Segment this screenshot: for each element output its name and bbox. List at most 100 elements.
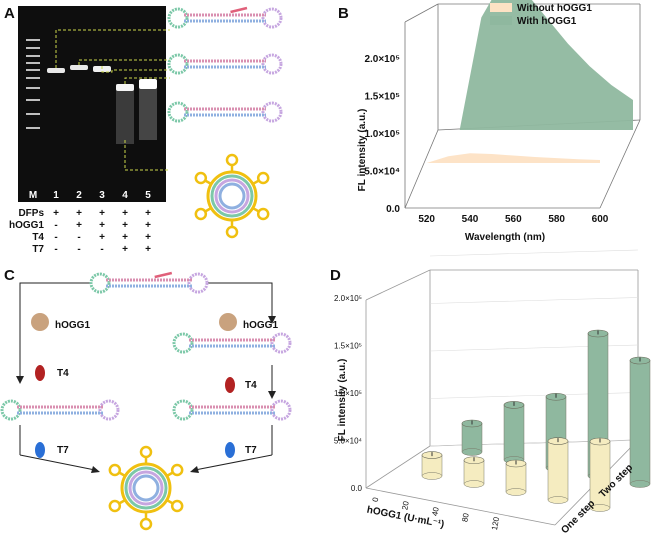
panel-d-bar-base-one-step bbox=[421, 472, 443, 480]
panel-d-bar-base-two-step bbox=[461, 448, 483, 456]
hairpin-loop bbox=[98, 399, 120, 421]
t4-enzyme-icon bbox=[35, 365, 45, 381]
sign-cell: + bbox=[145, 208, 151, 219]
band-lane-2 bbox=[70, 65, 88, 70]
panel-b-ytick: 0.0 bbox=[386, 204, 400, 215]
panel-b-xtick: 560 bbox=[505, 214, 522, 225]
panel-d-ticks: 0.0 5.0×10⁴ 1.0×10⁵ 1.5×10⁵ 2.0×10⁵ 0 20 40 80 12… bbox=[334, 294, 501, 531]
panel-a-letter: A bbox=[4, 5, 15, 22]
t4-enzyme-icon bbox=[225, 377, 235, 393]
smear-lane-4 bbox=[116, 84, 134, 144]
series-label-one-step: One step bbox=[559, 498, 597, 536]
hairpin-loop bbox=[167, 53, 189, 75]
panel-b-xtick: 520 bbox=[418, 214, 435, 225]
hogg1-enzyme-icon bbox=[31, 313, 49, 331]
panel-b-xtick: 580 bbox=[548, 214, 565, 225]
hairpin-loop bbox=[167, 7, 189, 29]
panel-a-sign-table: DFPs hOGG1 T4 T7 + + + + +- + + + +- - + + +- - - + + bbox=[9, 208, 151, 255]
t7-enzyme-icon bbox=[225, 442, 235, 458]
hairpin-loop bbox=[270, 332, 292, 354]
panel-d-ytick: 2.0×10⁵ bbox=[334, 294, 362, 303]
circular-product-ring bbox=[210, 174, 254, 218]
hairpin-loop bbox=[0, 399, 22, 421]
sign-cell: + bbox=[122, 232, 128, 243]
hairpin-loop bbox=[261, 53, 283, 75]
sign-cell: - bbox=[77, 244, 80, 255]
row-label-t7: T7 bbox=[32, 244, 44, 255]
panel-b-letter: B bbox=[338, 5, 349, 22]
band-lane-5 bbox=[139, 79, 157, 89]
panel-c-hairpins bbox=[0, 271, 292, 531]
panel-d-ytick: 1.0×10⁵ bbox=[334, 389, 362, 398]
panel-b-xlabel: Wavelength (nm) bbox=[465, 232, 545, 243]
circular-product-ring bbox=[214, 178, 250, 214]
lane-label-5: 5 bbox=[145, 190, 151, 201]
product-petal bbox=[108, 499, 122, 513]
panel-d-ytick: 5.0×10⁴ bbox=[334, 437, 363, 446]
panel-b-xtick: 600 bbox=[592, 214, 609, 225]
sign-cell: + bbox=[99, 232, 105, 243]
lane-label-2: 2 bbox=[76, 190, 82, 201]
sign-cell: + bbox=[76, 220, 82, 231]
panel-d-bar-two-step bbox=[629, 360, 651, 485]
product-petal bbox=[256, 171, 270, 185]
legend-label-without: Without hOGG1 bbox=[517, 3, 592, 14]
legend-swatch-with bbox=[490, 16, 512, 25]
sign-cell: - bbox=[77, 232, 80, 243]
panel-c-scheme: hOGG1 hOGG1 T4 T4 T7 T7 bbox=[16, 282, 278, 473]
sign-cell: + bbox=[145, 232, 151, 243]
hogg1-enzyme-icon bbox=[219, 313, 237, 331]
hairpin-loop bbox=[172, 399, 194, 421]
panel-a-gel: M 1 2 3 4 5 bbox=[18, 6, 166, 202]
label-hogg1-right: hOGG1 bbox=[243, 320, 278, 331]
sign-cell: - bbox=[54, 244, 57, 255]
product-petal bbox=[225, 153, 239, 167]
product-petal bbox=[194, 207, 208, 221]
label-t4-left: T4 bbox=[57, 368, 69, 379]
panel-b-ytick: 2.0×10⁵ bbox=[364, 54, 400, 65]
product-petal bbox=[170, 499, 184, 513]
panel-d-xtick: 80 bbox=[460, 512, 471, 523]
circular-product-ring bbox=[218, 182, 246, 210]
panel-d-bar-two-step bbox=[461, 423, 483, 453]
sign-cell: - bbox=[54, 220, 57, 231]
panel-a-hairpins bbox=[167, 6, 283, 239]
hairpin-loop bbox=[167, 101, 189, 123]
legend-swatch-without bbox=[490, 3, 512, 12]
label-t4-right: T4 bbox=[245, 380, 257, 391]
lane-label-m: M bbox=[29, 190, 37, 201]
hairpin-overhang bbox=[154, 271, 173, 279]
panel-d-xtick: 40 bbox=[430, 506, 441, 517]
sign-cell: + bbox=[122, 208, 128, 219]
panel-d-xtick: 120 bbox=[490, 516, 501, 531]
t7-enzyme-icon bbox=[35, 442, 45, 458]
sign-cell: + bbox=[145, 220, 151, 231]
circular-product-ring bbox=[124, 466, 168, 510]
hairpin-overhang bbox=[230, 6, 248, 14]
sign-cell: + bbox=[99, 220, 105, 231]
hairpin-loop bbox=[261, 7, 283, 29]
product-petal bbox=[139, 517, 153, 531]
panel-b-series bbox=[426, 0, 633, 163]
panel-d-gridline bbox=[429, 297, 639, 304]
panel-d-bar-base-two-step bbox=[629, 480, 651, 488]
sign-cell: + bbox=[76, 208, 82, 219]
label-t7-left: T7 bbox=[57, 445, 69, 456]
lane-label-4: 4 bbox=[122, 190, 128, 201]
hairpin-loop bbox=[187, 272, 209, 294]
panel-d-xtick: 0 bbox=[371, 496, 381, 502]
panel-d-bar-one-step bbox=[505, 463, 527, 493]
panel-b-ytick: 1.5×10⁵ bbox=[364, 92, 400, 103]
legend-label-with: With hOGG1 bbox=[517, 16, 577, 27]
product-petal bbox=[108, 463, 122, 477]
panel-b-chart: 520 540 560 580 600 0.0 5.0×10⁴ 1.0×10⁵ 1.5×10⁵ 2… bbox=[357, 0, 641, 243]
sign-cell: - bbox=[54, 232, 57, 243]
product-petal bbox=[225, 225, 239, 239]
panel-d-bar-base-one-step bbox=[505, 488, 527, 496]
band-lane-4 bbox=[116, 84, 134, 91]
product-petal bbox=[194, 171, 208, 185]
label-hogg1-left: hOGG1 bbox=[55, 320, 90, 331]
panel-d-bar-base-one-step bbox=[589, 504, 611, 512]
panel-c-arrows bbox=[19, 282, 273, 471]
row-label-hogg1: hOGG1 bbox=[9, 220, 44, 231]
